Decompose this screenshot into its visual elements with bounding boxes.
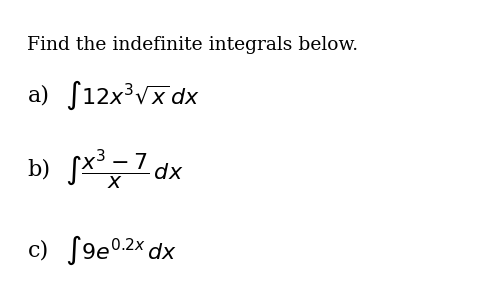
Text: Find the indefinite integrals below.: Find the indefinite integrals below. — [27, 36, 359, 54]
Text: $\int \dfrac{x^3-7}{x}\,dx$: $\int \dfrac{x^3-7}{x}\,dx$ — [65, 148, 183, 192]
Text: $\int 9e^{0.2x}\,dx$: $\int 9e^{0.2x}\,dx$ — [65, 234, 177, 267]
Text: $\int 12x^3 \sqrt{x}\,dx$: $\int 12x^3 \sqrt{x}\,dx$ — [65, 79, 200, 112]
Text: b): b) — [27, 159, 50, 181]
Text: c): c) — [27, 239, 49, 261]
Text: a): a) — [27, 84, 49, 106]
